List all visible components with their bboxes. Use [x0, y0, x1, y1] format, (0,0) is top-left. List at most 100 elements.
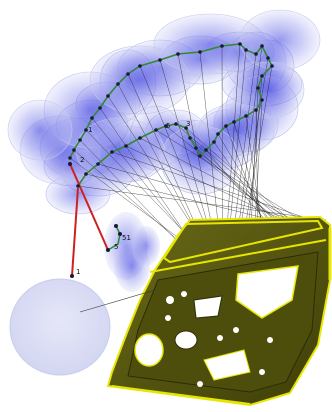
door-window-frame: [162, 219, 324, 264]
wire-node: [70, 274, 74, 278]
node-label: 51: [122, 234, 131, 242]
projection-ray: [213, 141, 277, 232]
wire-node: [106, 248, 110, 252]
wire-node: [198, 154, 202, 158]
node-label: 5: [166, 122, 170, 130]
wire-node: [188, 136, 192, 140]
node-label: 2: [80, 156, 84, 164]
door-hole: [233, 327, 239, 333]
wire-node: [204, 148, 208, 152]
wire-node: [220, 44, 224, 48]
wire-node: [238, 42, 242, 46]
wire-red-segment[interactable]: [69, 163, 109, 251]
wire-node: [256, 86, 260, 90]
wire-node: [84, 128, 88, 132]
door-hole: [165, 315, 171, 321]
wire-branch[interactable]: [107, 225, 121, 251]
door-hole: [217, 335, 223, 341]
door-cutout-large: [235, 265, 299, 319]
projection-ray: [97, 163, 319, 227]
projection-ray: [236, 45, 263, 242]
wire-node: [260, 74, 264, 78]
wire-node: [114, 224, 118, 228]
tolerance-cloud: [89, 45, 191, 115]
door-hole: [267, 337, 273, 343]
wire-node: [90, 116, 94, 120]
node-label: 1: [76, 268, 80, 276]
fixture-ellipse: [9, 278, 111, 376]
node-label: 5: [114, 243, 118, 251]
wire-node: [116, 82, 120, 86]
projection-ray: [91, 117, 191, 241]
wire-node: [68, 156, 72, 160]
wire-node: [84, 172, 88, 176]
door-hole: [166, 296, 174, 304]
projection-ray: [85, 129, 187, 236]
projection-ray: [245, 115, 262, 227]
wire-node: [260, 98, 264, 102]
wire-node: [110, 150, 114, 154]
wire-node: [254, 52, 258, 56]
wire-node: [244, 48, 248, 52]
door-cutout-round: [134, 333, 164, 367]
wire-red-segment-2[interactable]: [71, 187, 79, 277]
wire-node: [154, 128, 158, 132]
wire-node: [68, 162, 72, 166]
wire-node: [224, 124, 228, 128]
projection-ray: [195, 147, 287, 231]
door-hole: [197, 381, 203, 387]
projection-ray: [73, 149, 180, 242]
wire-node: [232, 120, 236, 124]
projection-ray: [79, 139, 184, 248]
projection-ray: [111, 151, 316, 222]
wire-node: [260, 44, 264, 48]
tolerance-cloud: [75, 117, 165, 183]
projection-ray: [77, 185, 327, 221]
fixture-link-line: [79, 289, 156, 313]
wire-node: [184, 126, 188, 130]
wire-node: [96, 162, 100, 166]
wire-node: [158, 58, 162, 62]
door-cutout-speaker: [174, 330, 198, 350]
projection-ray: [107, 95, 198, 234]
wire-node: [254, 108, 258, 112]
projection-ray: [127, 73, 205, 246]
projection-ray: [229, 49, 247, 231]
projection-ray: [155, 129, 305, 223]
wire-node: [124, 144, 128, 148]
wire-node-group: [68, 42, 274, 278]
projection-ray: [199, 155, 284, 225]
projection-ray: [225, 43, 241, 243]
door-hole: [259, 369, 265, 375]
projection-ray: [254, 99, 263, 234]
wire-node: [98, 106, 102, 110]
wire-node: [164, 124, 168, 128]
wire-node: [72, 148, 76, 152]
tolerance-cloud-group: [7, 9, 321, 215]
door-cutout-lower: [203, 349, 251, 381]
door-belt-line: [149, 239, 327, 273]
node-label: 3: [186, 120, 190, 128]
wire-node: [244, 114, 248, 118]
projection-ray: [99, 107, 195, 247]
node-label: 1: [88, 126, 92, 134]
door-panel[interactable]: [106, 215, 332, 407]
projection-ray: [217, 133, 273, 226]
projection-ray: [165, 125, 302, 235]
small-tolerance-cloud: [104, 212, 160, 292]
wire-node: [138, 64, 142, 68]
wire-node: [78, 138, 82, 142]
projection-ray: [199, 51, 220, 232]
projection-ray: [159, 59, 212, 239]
projection-ray: [139, 137, 309, 229]
wire-node: [138, 136, 142, 140]
projection-ray: [139, 65, 209, 233]
wire-node: [266, 56, 270, 60]
wire-node: [76, 184, 80, 188]
wire-node: [126, 72, 130, 76]
door-cutout-mid: [193, 295, 223, 319]
projection-ray: [240, 57, 269, 230]
wire-node: [106, 94, 110, 98]
